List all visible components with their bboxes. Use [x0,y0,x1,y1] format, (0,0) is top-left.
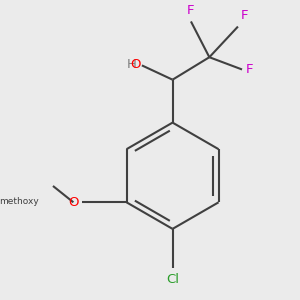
Text: H: H [127,58,137,71]
Text: O: O [68,196,79,209]
Text: F: F [187,4,195,17]
Text: O: O [130,58,141,71]
Text: methoxy: methoxy [0,197,39,206]
Text: F: F [246,63,253,76]
Text: F: F [241,10,248,22]
Text: Cl: Cl [166,273,179,286]
